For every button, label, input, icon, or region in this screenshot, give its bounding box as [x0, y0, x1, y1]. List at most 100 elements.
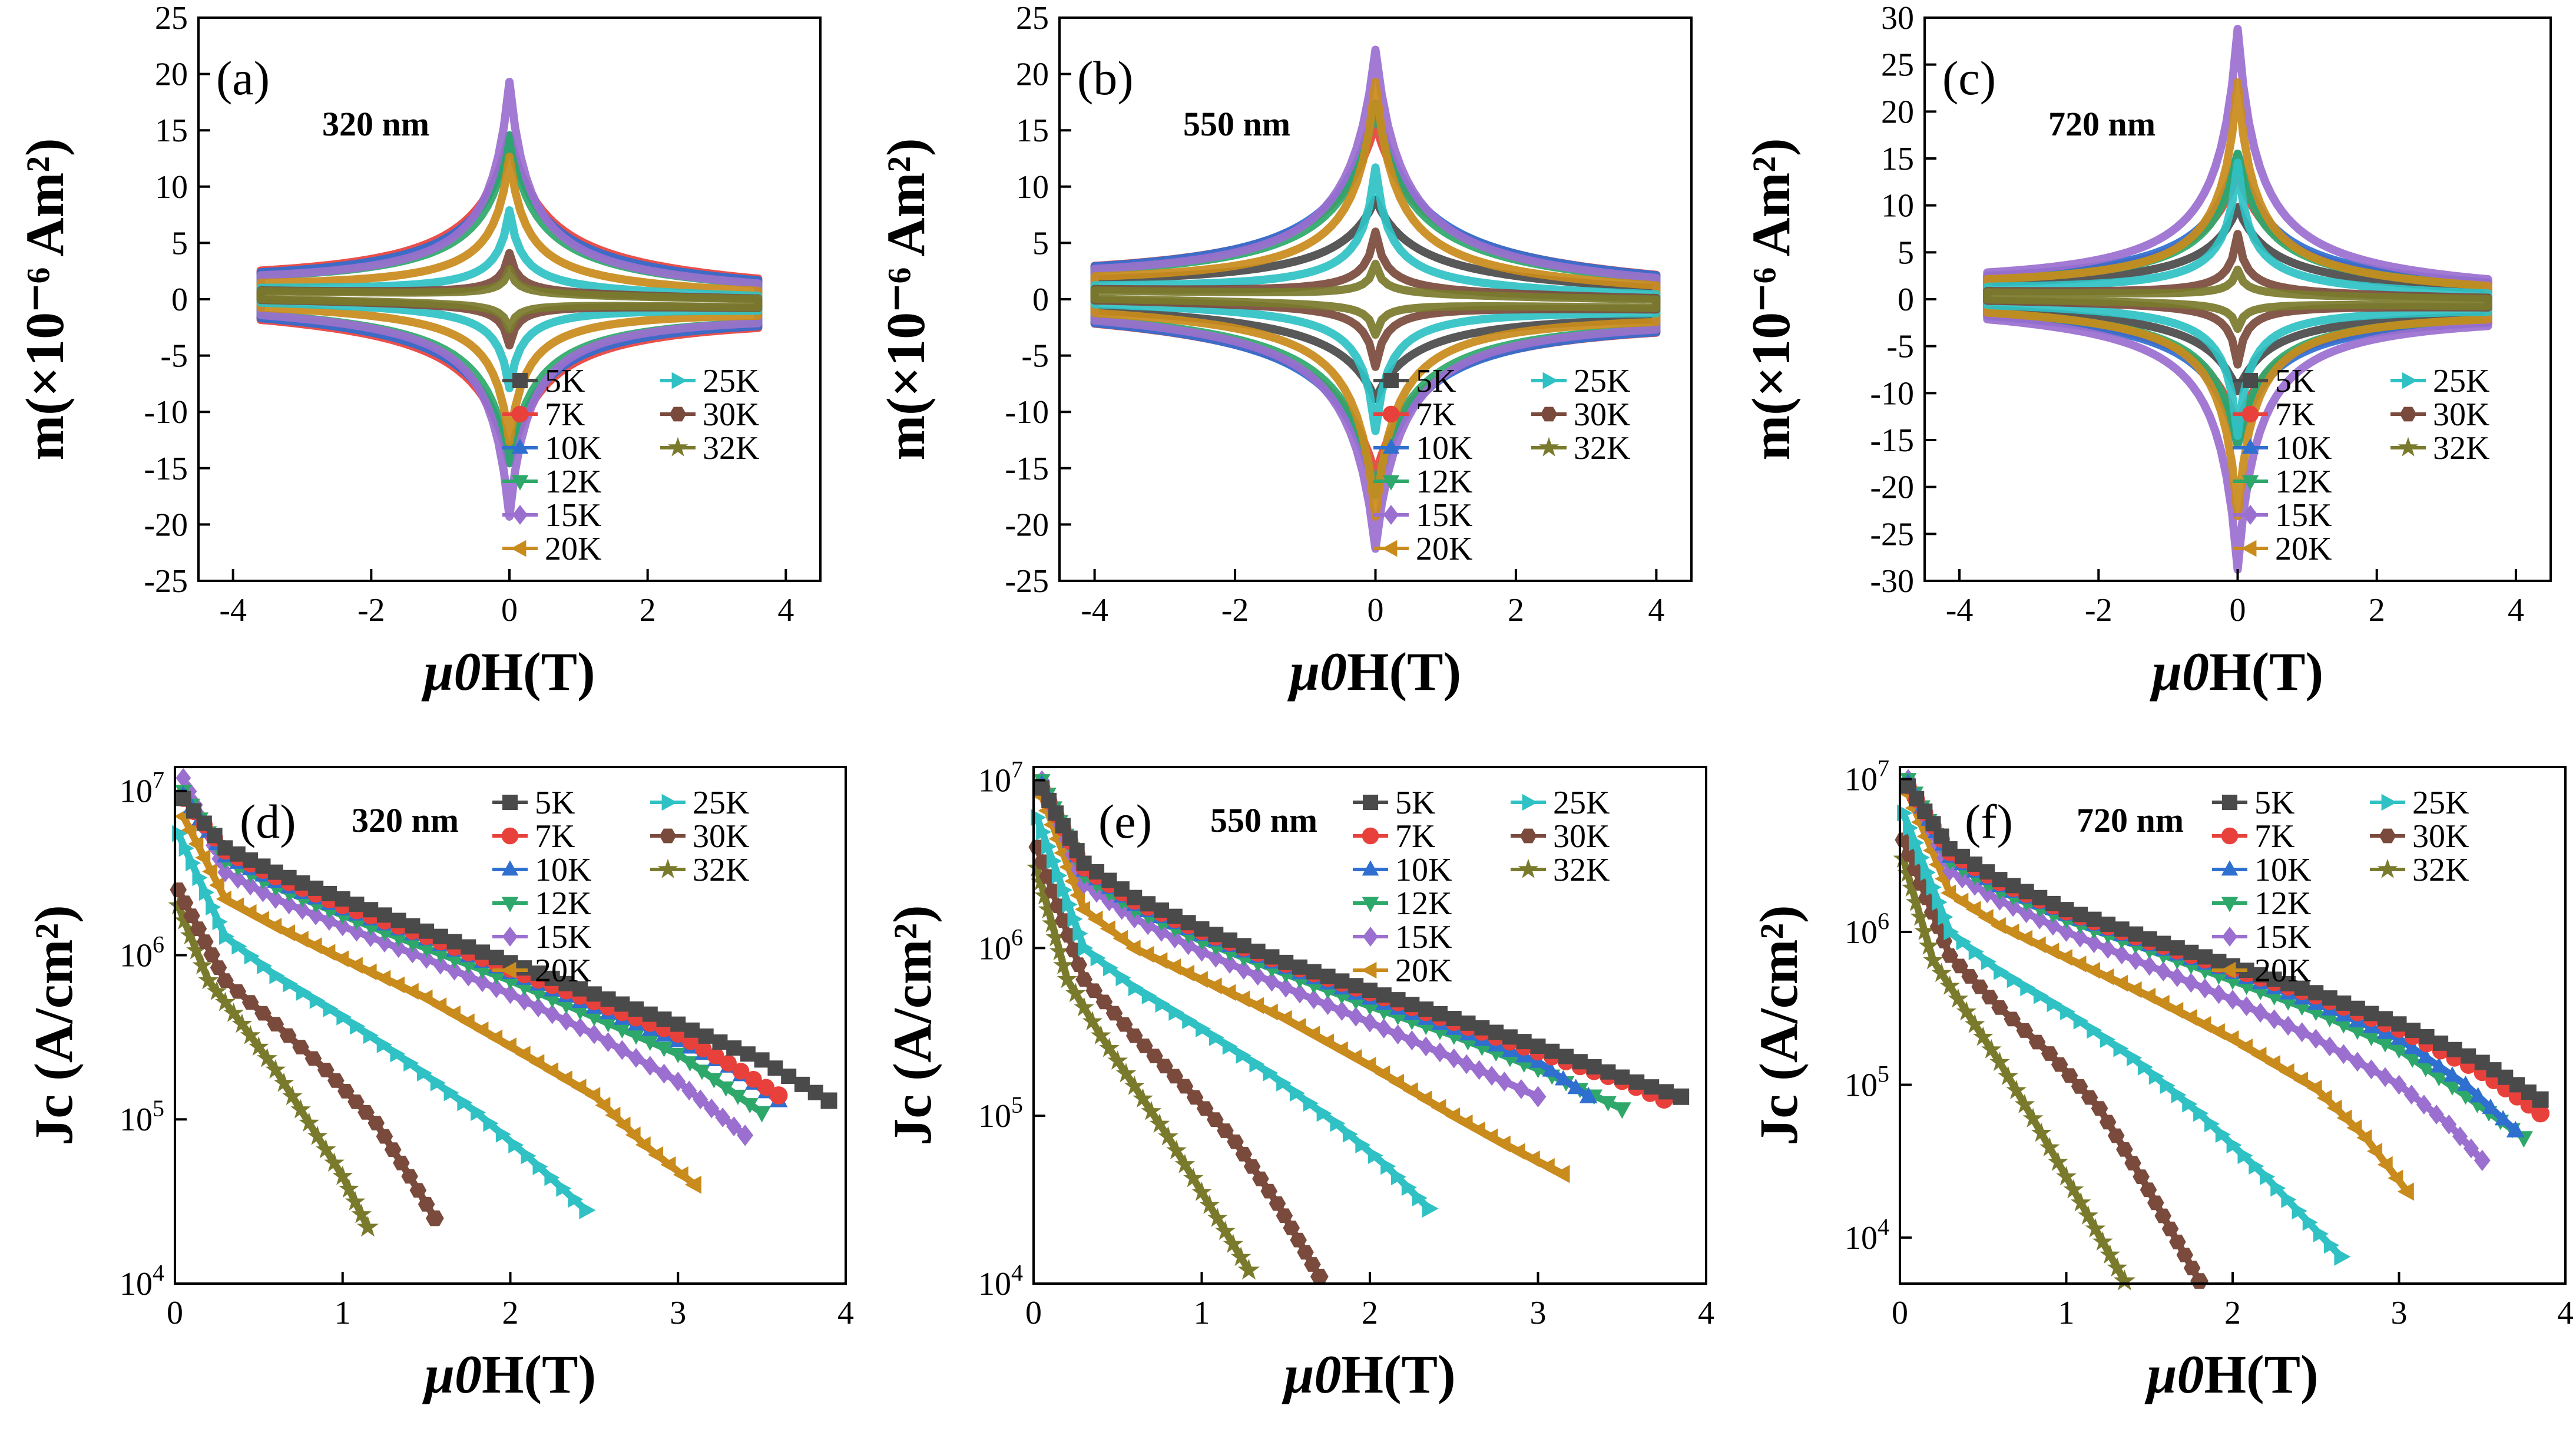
data-point-5K — [1460, 1015, 1476, 1031]
legend-marker-32K — [1518, 858, 1539, 878]
data-point-32K — [1082, 1011, 1103, 1031]
data-point-25K — [1208, 1029, 1224, 1046]
y-tick-label: 15 — [1016, 113, 1049, 149]
data-point-32K — [2107, 1257, 2128, 1277]
data-point-20K — [1100, 920, 1115, 937]
data-point-25K — [1943, 923, 1959, 941]
data-point-5K — [698, 1028, 714, 1044]
data-point-32K — [307, 1125, 328, 1145]
y-axis-label: m(×10⁻⁶ Am²) — [1741, 138, 1801, 460]
legend-label-30K: 30K — [2412, 818, 2469, 855]
x-tick-label: 2 — [502, 1295, 519, 1331]
data-point-10K — [2506, 1120, 2525, 1138]
data-point-15K — [1306, 989, 1322, 1010]
data-point-12K — [585, 1011, 603, 1027]
legend-marker-20K — [2220, 961, 2236, 979]
data-point-32K — [180, 925, 201, 945]
data-point-20K — [1075, 901, 1091, 918]
data-point-5K — [1614, 1069, 1630, 1085]
data-point-5K — [2253, 967, 2269, 983]
data-point-25K — [283, 976, 299, 993]
data-point-20K — [181, 821, 197, 839]
data-point-20K — [2168, 1001, 2184, 1019]
y-tick-label: -10 — [1005, 394, 1049, 431]
y-tick-label: 10 — [1016, 169, 1049, 206]
x-axis-label-text: H(T) — [481, 642, 595, 702]
data-point-20K — [375, 970, 391, 987]
data-point-32K — [1166, 1140, 1187, 1160]
x-tick-label: 3 — [670, 1295, 686, 1331]
data-point-30K — [1235, 1146, 1253, 1162]
legend-label-12K: 12K — [2275, 464, 2332, 500]
data-point-5K — [1600, 1064, 1616, 1080]
data-point-30K — [1252, 1171, 1269, 1186]
data-point-5K — [2211, 953, 2227, 969]
data-point-20K — [585, 1087, 601, 1104]
data-point-5K — [1264, 949, 1280, 965]
data-point-30K — [1196, 1101, 1214, 1116]
data-point-5K — [2045, 895, 2061, 911]
data-point-5K — [2086, 911, 2102, 927]
legend-marker-7K — [2241, 405, 2259, 423]
data-point-30K — [1923, 905, 1941, 920]
data-point-20K — [487, 1029, 503, 1047]
data-point-30K — [1146, 1049, 1163, 1063]
data-point-15K — [488, 978, 504, 998]
data-point-12K — [418, 942, 435, 958]
loop-15K — [256, 78, 763, 521]
data-point-32K — [257, 1047, 277, 1067]
panel-label: (c) — [1942, 51, 1996, 105]
data-point-5K — [488, 950, 504, 965]
data-point-32K — [2092, 1231, 2113, 1251]
data-point-30K — [2091, 1101, 2108, 1116]
data-point-20K — [2154, 994, 2170, 1012]
x-axis-label: μ0H(T) — [2144, 1344, 2318, 1404]
data-point-15K — [230, 869, 246, 889]
y-tick-label: 25 — [1016, 0, 1049, 37]
y-tick-label: 25 — [1881, 47, 1914, 84]
data-point-5K — [207, 828, 223, 844]
y-tick-exponent: 7 — [1878, 755, 1889, 782]
legend-marker-32K — [2398, 437, 2419, 457]
data-point-5K — [2391, 1016, 2407, 1032]
data-point-32K — [192, 955, 213, 974]
data-point-30K — [1929, 919, 1947, 934]
data-point-25K — [2148, 1067, 2164, 1085]
loop-25K — [1983, 158, 2492, 440]
data-point-32K — [1939, 975, 1961, 995]
data-point-15K — [726, 1116, 742, 1136]
data-point-25K — [1036, 824, 1052, 841]
data-point-15K — [335, 916, 350, 937]
data-point-32K — [332, 1165, 353, 1185]
data-point-15K — [2086, 933, 2102, 954]
loop-32K — [1983, 265, 2492, 333]
data-point-32K — [1053, 954, 1074, 974]
y-tick-label: 107 — [1845, 755, 1889, 798]
data-point-30K — [1290, 1232, 1307, 1248]
data-point-25K — [336, 1008, 352, 1026]
data-point-30K — [1126, 1028, 1143, 1043]
data-point-30K — [1991, 1000, 2008, 1015]
y-tick-label: 15 — [1881, 141, 1914, 177]
data-point-25K — [1914, 849, 1930, 867]
data-point-32K — [2063, 1179, 2084, 1199]
legend-label-7K: 7K — [545, 396, 585, 433]
data-point-5K — [712, 1034, 728, 1050]
loop-32K — [256, 264, 763, 334]
data-point-15K — [217, 862, 233, 882]
data-point-25K — [2215, 1126, 2231, 1143]
data-point-30K — [217, 973, 234, 988]
y-tick-label: 5 — [1032, 225, 1049, 262]
data-point-30K — [1054, 913, 1072, 928]
legend-label-32K: 32K — [703, 430, 759, 467]
data-point-20K — [1416, 1090, 1432, 1107]
legend-marker-25K — [2381, 793, 2397, 811]
legend-marker-32K — [1538, 437, 1559, 457]
data-point-5K — [2114, 921, 2130, 937]
panel-label: (d) — [240, 795, 296, 848]
data-point-20K — [2356, 1129, 2372, 1146]
data-point-25K — [376, 1036, 392, 1053]
y-tick-label: 0 — [171, 282, 188, 318]
data-point-10K — [2494, 1110, 2512, 1126]
y-tick-label: -10 — [1870, 375, 1914, 412]
